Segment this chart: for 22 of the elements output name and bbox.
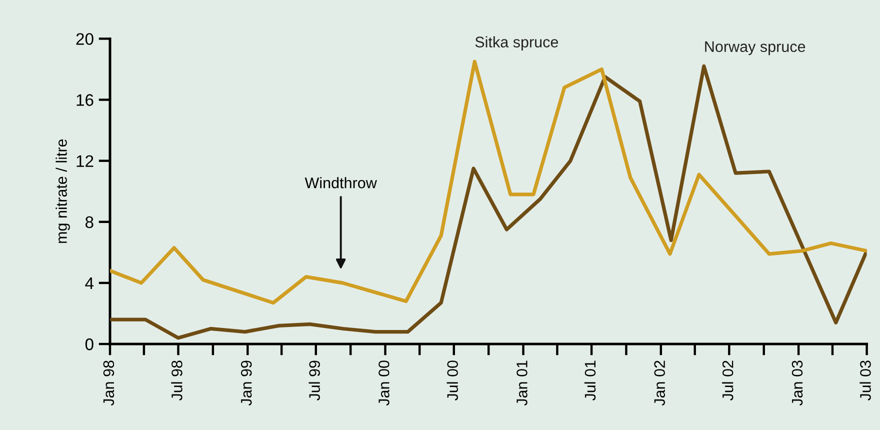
y-tick-label: 0 [85, 338, 94, 350]
x-tick-label: Jan 02 [654, 360, 666, 406]
x-tick-label: Jul 03 [860, 360, 871, 400]
x-tick-label: Jul 01 [584, 360, 596, 400]
x-tick-label: Jul 00 [446, 360, 458, 400]
y-tick-label: 20 [76, 33, 94, 45]
x-tick-label: Jul 99 [308, 360, 320, 400]
x-tick-label: Jan 98 [103, 360, 114, 406]
y-axis-title: mg nitrate / litre [56, 139, 70, 243]
y-tick-label: 8 [85, 216, 94, 228]
series-label: Sitka spruce [475, 36, 558, 50]
y-tick-label: 16 [76, 94, 94, 106]
y-tick-label: 4 [85, 278, 94, 289]
x-tick-label: Jul 98 [171, 360, 182, 400]
x-tick-label: Jan 99 [240, 360, 252, 406]
x-tick-label: Jan 00 [378, 360, 390, 406]
annotation: Windthrow [304, 177, 377, 188]
series-label: Norway spruce [705, 41, 806, 56]
x-tick-label: Jan 03 [792, 360, 803, 406]
x-tick-label: Jan 01 [516, 360, 528, 406]
x-tick-label: Jul 02 [722, 360, 734, 400]
y-tick-label: 12 [76, 155, 94, 167]
